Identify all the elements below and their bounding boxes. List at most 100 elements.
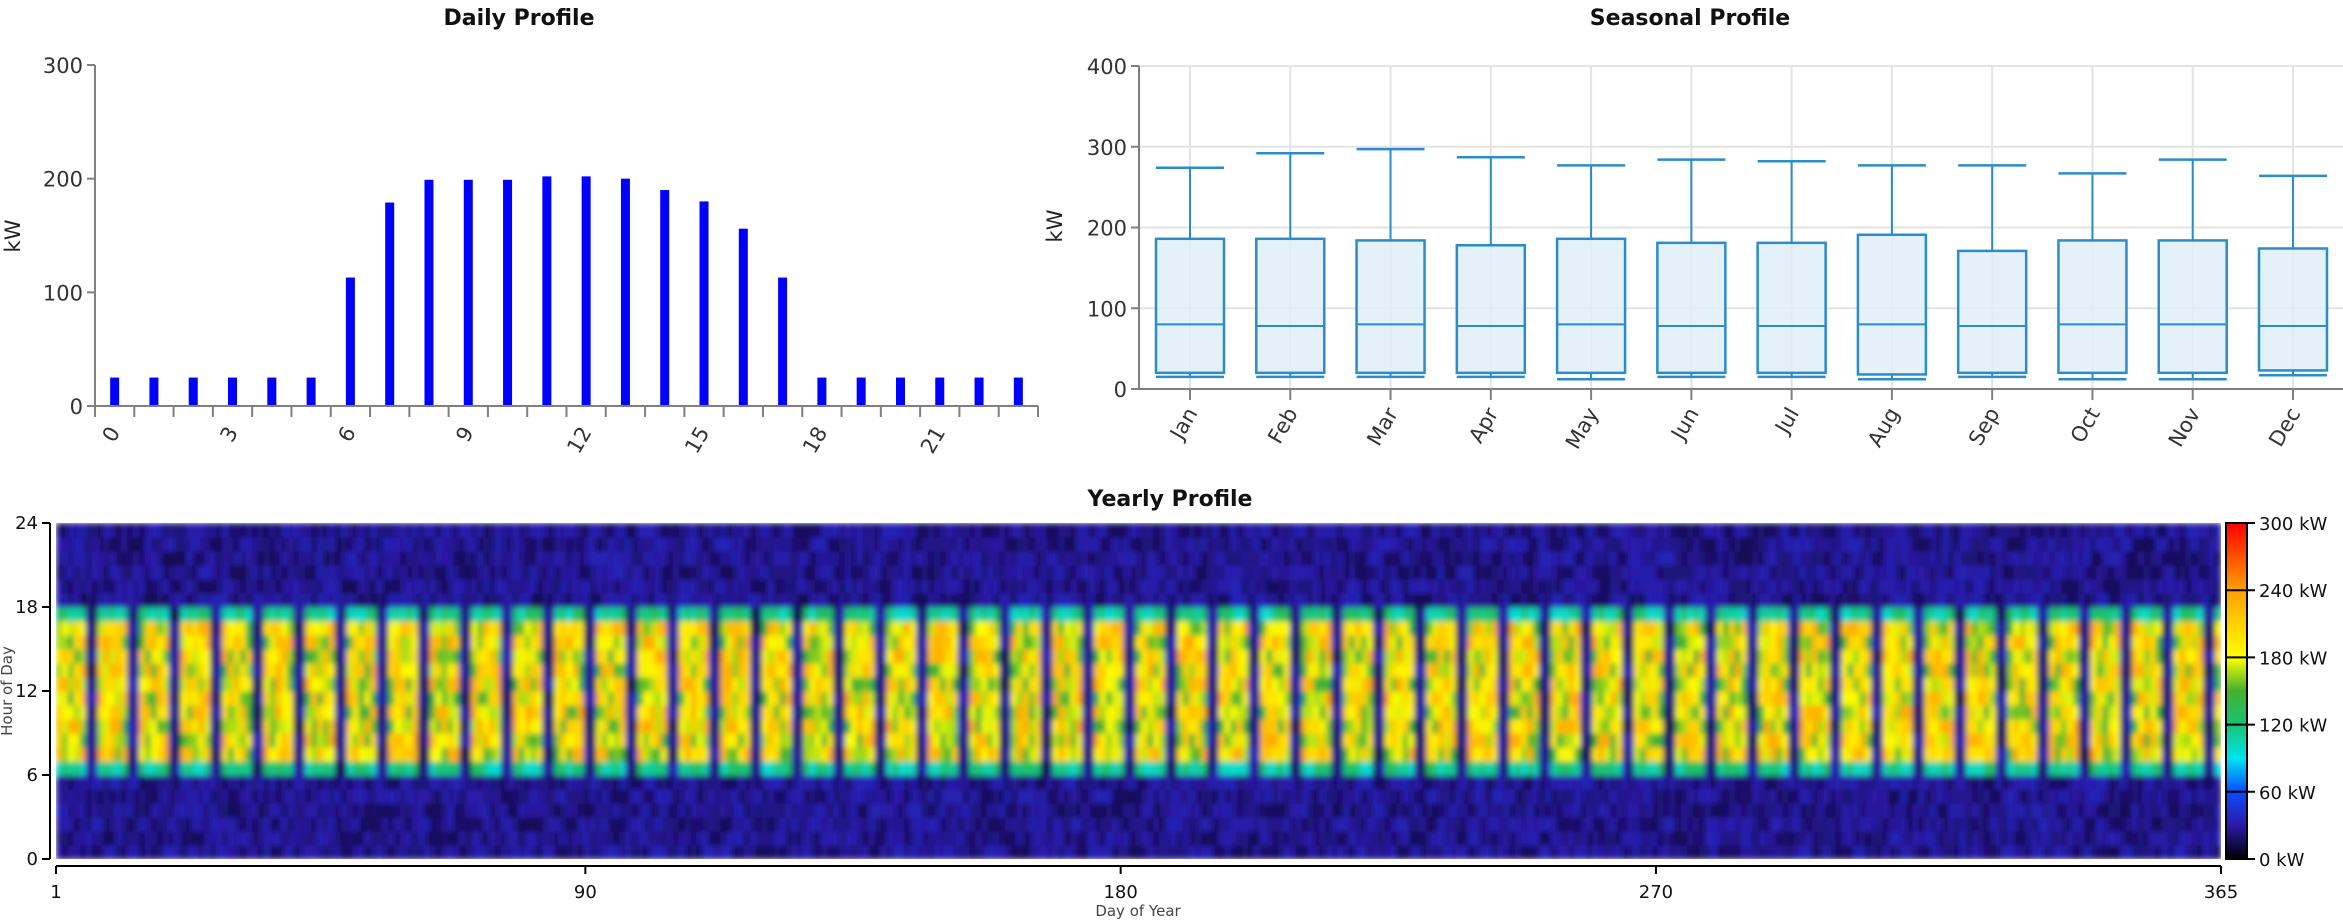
heatmap-cell bbox=[577, 845, 585, 859]
heatmap-cell bbox=[322, 551, 330, 566]
heatmap-cell bbox=[1028, 677, 1036, 692]
heatmap-cell bbox=[1129, 621, 1137, 636]
heatmap-cell bbox=[987, 719, 994, 734]
heatmap-cell bbox=[939, 761, 947, 776]
heatmap-cell bbox=[1028, 649, 1036, 664]
heatmap-cell bbox=[601, 523, 609, 538]
heatmap-cell bbox=[168, 649, 176, 664]
heatmap-cell bbox=[459, 565, 466, 580]
heatmap-cell bbox=[269, 523, 277, 538]
heatmap-cell bbox=[518, 845, 526, 859]
heatmap-cell bbox=[957, 537, 965, 552]
heatmap-cell bbox=[245, 551, 253, 566]
heatmap-cell bbox=[904, 747, 911, 762]
heatmap-cell bbox=[204, 663, 211, 678]
heatmap-cell bbox=[595, 621, 603, 636]
heatmap-cell bbox=[862, 761, 870, 776]
heatmap-cell bbox=[1188, 649, 1196, 664]
heatmap-cell bbox=[720, 761, 727, 776]
heatmap-cell bbox=[465, 579, 472, 594]
heatmap-cell bbox=[957, 677, 965, 692]
heatmap-cell bbox=[809, 691, 816, 706]
heatmap-cell bbox=[1040, 663, 1048, 678]
heatmap-cell bbox=[127, 607, 134, 622]
heatmap-cell bbox=[607, 761, 615, 776]
heatmap-cell bbox=[512, 747, 520, 762]
heatmap-cell bbox=[661, 523, 668, 538]
heatmap-cell bbox=[726, 803, 733, 818]
heatmap-cell bbox=[228, 817, 235, 832]
heatmap-cell bbox=[139, 677, 146, 692]
heatmap-cell bbox=[1177, 579, 1184, 594]
heatmap-cell bbox=[447, 579, 455, 594]
heatmap-cell bbox=[168, 621, 176, 636]
heatmap-cell bbox=[459, 523, 466, 538]
heatmap-cell bbox=[566, 649, 573, 664]
heatmap-cell bbox=[945, 789, 953, 804]
heatmap-cell bbox=[666, 817, 674, 832]
heatmap-cell bbox=[542, 691, 549, 706]
heatmap-cell bbox=[1165, 845, 1172, 859]
heatmap-cell bbox=[1070, 705, 1077, 720]
heatmap-cell bbox=[939, 719, 947, 734]
heatmap-cell bbox=[862, 663, 870, 678]
heatmap-cell bbox=[388, 831, 395, 846]
heatmap-cell bbox=[144, 537, 152, 552]
heatmap-cell bbox=[643, 775, 650, 790]
heatmap-cell bbox=[97, 761, 105, 776]
heatmap-cell bbox=[144, 817, 152, 832]
heatmap-cell bbox=[1135, 747, 1143, 762]
heatmap-cell bbox=[833, 761, 840, 776]
heatmap-cell bbox=[898, 761, 905, 776]
heatmap-cell bbox=[856, 803, 864, 818]
heatmap-cell bbox=[738, 621, 745, 636]
heatmap-cell bbox=[566, 705, 573, 720]
heatmap-cell bbox=[560, 663, 567, 678]
heatmap-cell bbox=[322, 593, 330, 608]
heatmap-cell bbox=[595, 831, 603, 846]
heatmap-cell bbox=[708, 677, 715, 692]
heatmap-cell bbox=[465, 663, 472, 678]
heatmap-cell bbox=[833, 719, 840, 734]
heatmap-cell bbox=[838, 523, 846, 538]
heatmap-cell bbox=[726, 789, 733, 804]
heatmap-cell bbox=[678, 803, 686, 818]
heatmap-cell bbox=[73, 579, 81, 594]
heatmap-cell bbox=[969, 803, 976, 818]
heatmap-cell bbox=[672, 761, 680, 776]
heatmap-cell bbox=[916, 565, 923, 580]
heatmap-cell bbox=[993, 537, 1000, 552]
heatmap-cell bbox=[477, 733, 484, 748]
heatmap-cell bbox=[1058, 733, 1065, 748]
heatmap-cell bbox=[388, 663, 395, 678]
heatmap-cell bbox=[483, 691, 490, 706]
heatmap-cell bbox=[293, 565, 300, 580]
heatmap-cell bbox=[1165, 719, 1172, 734]
heatmap-cell bbox=[388, 551, 395, 566]
heatmap-cell bbox=[352, 607, 360, 622]
heatmap-cell bbox=[67, 621, 75, 636]
heatmap-cell bbox=[192, 635, 199, 650]
heatmap-cell bbox=[767, 523, 775, 538]
heatmap-cell bbox=[1200, 733, 1208, 748]
heatmap-cell bbox=[1040, 705, 1048, 720]
heatmap-cell bbox=[1188, 747, 1196, 762]
heatmap-cell bbox=[666, 621, 674, 636]
heatmap-cell bbox=[732, 593, 739, 608]
heatmap-cell bbox=[548, 607, 555, 622]
heatmap-cell bbox=[417, 537, 425, 552]
heatmap-cell bbox=[346, 565, 354, 580]
heatmap-cell bbox=[56, 551, 63, 566]
heatmap-cell bbox=[144, 621, 152, 636]
heatmap-cell bbox=[690, 677, 698, 692]
heatmap-cell bbox=[619, 733, 627, 748]
heatmap-cell bbox=[453, 663, 460, 678]
heatmap-cell bbox=[239, 733, 247, 748]
heatmap-cell bbox=[666, 579, 674, 594]
heatmap-cell bbox=[115, 719, 122, 734]
heatmap-cell bbox=[441, 607, 449, 622]
heatmap-cell bbox=[803, 537, 810, 552]
heatmap-cell bbox=[1046, 705, 1054, 720]
heatmap-cell bbox=[749, 789, 757, 804]
heatmap-cell bbox=[305, 845, 312, 859]
